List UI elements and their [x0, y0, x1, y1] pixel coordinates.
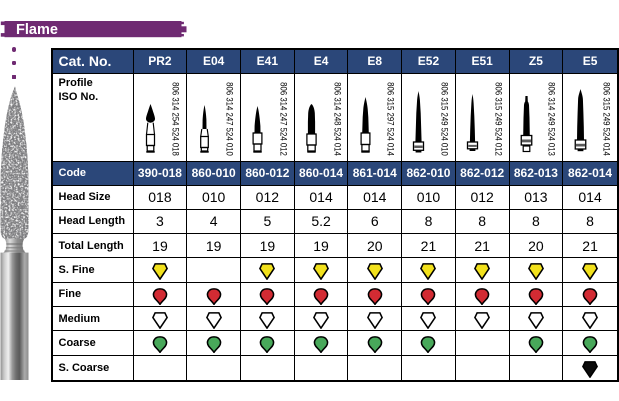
- svg-text:Flame: Flame: [16, 22, 58, 38]
